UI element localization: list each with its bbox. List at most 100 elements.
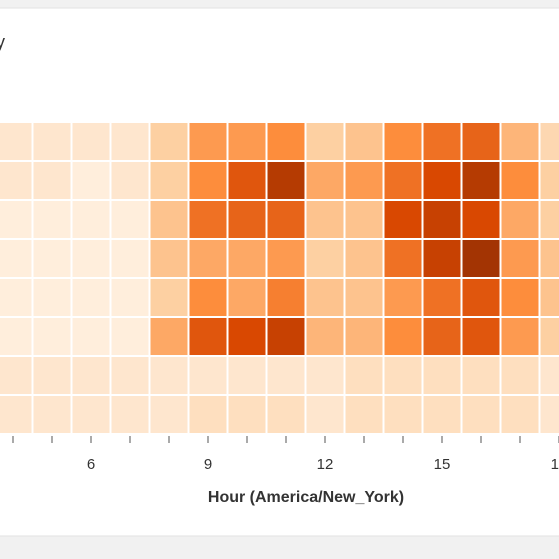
heat-cell [226, 355, 268, 396]
heat-cell [148, 316, 190, 357]
heat-cell [31, 121, 73, 162]
x-tick-label: 9 [204, 456, 212, 473]
heat-cell [421, 394, 463, 435]
heat-cell [187, 316, 229, 357]
heat-cell [304, 316, 346, 357]
heat-cell [0, 316, 34, 357]
heat-cell [0, 277, 34, 318]
heat-cell [0, 355, 34, 396]
x-axis-label: Hour (America/New_York) [208, 489, 404, 506]
heat-cell [109, 394, 151, 435]
heat-cell [421, 199, 463, 240]
heat-cell [304, 160, 346, 201]
heat-cell [187, 160, 229, 201]
heat-cell [226, 160, 268, 201]
heat-cell [538, 199, 559, 240]
heat-cell [382, 355, 424, 396]
heat-cell [70, 316, 112, 357]
heat-cell [0, 394, 34, 435]
x-tick-label: 15 [434, 456, 451, 473]
heat-cell [70, 238, 112, 279]
heat-cell [460, 199, 502, 240]
heat-cell [499, 316, 541, 357]
heat-cell [382, 238, 424, 279]
heat-cell [304, 277, 346, 318]
heat-cell [31, 316, 73, 357]
heat-cell [70, 355, 112, 396]
heat-cell [187, 355, 229, 396]
heat-cell [304, 355, 346, 396]
heat-cell [421, 160, 463, 201]
x-tick-label: 12 [317, 456, 334, 473]
heat-cell [343, 238, 385, 279]
heat-cell [265, 160, 307, 201]
heat-cell [382, 160, 424, 201]
heat-cell [382, 277, 424, 318]
heat-cell [343, 394, 385, 435]
heat-cell [499, 277, 541, 318]
heat-cell [31, 394, 73, 435]
heat-cell [304, 238, 346, 279]
heat-cell [226, 316, 268, 357]
heat-cell [265, 238, 307, 279]
heat-cell [0, 160, 34, 201]
heat-cell [499, 394, 541, 435]
heat-cell [187, 394, 229, 435]
heat-cell [499, 160, 541, 201]
heat-cell [31, 355, 73, 396]
heat-cell [265, 277, 307, 318]
heat-cell [187, 121, 229, 162]
x-tick-label: 6 [87, 456, 95, 473]
heat-cell [421, 277, 463, 318]
heat-cell [226, 121, 268, 162]
heat-cell [148, 394, 190, 435]
heat-cell [70, 121, 112, 162]
heat-cell [0, 121, 34, 162]
heat-cell [148, 199, 190, 240]
heat-cell [226, 277, 268, 318]
heat-cell [0, 199, 34, 240]
heat-cell [31, 277, 73, 318]
heat-cell [109, 160, 151, 201]
heat-cell [421, 238, 463, 279]
heat-cell [460, 394, 502, 435]
heat-cell [382, 199, 424, 240]
heat-cell [460, 277, 502, 318]
heat-cell [226, 238, 268, 279]
heat-cell [265, 316, 307, 357]
heat-cell [31, 160, 73, 201]
heat-cell [421, 355, 463, 396]
heat-cell [382, 394, 424, 435]
heat-cell [70, 277, 112, 318]
heat-cell [304, 199, 346, 240]
heat-cell [460, 121, 502, 162]
heat-cell [538, 277, 559, 318]
heat-cell [538, 355, 559, 396]
heat-cell [31, 199, 73, 240]
heat-cell [343, 277, 385, 318]
heat-cell [31, 238, 73, 279]
heat-cell [148, 121, 190, 162]
heat-cell [70, 160, 112, 201]
heat-cell [187, 199, 229, 240]
heat-cell [109, 238, 151, 279]
heat-cell [265, 394, 307, 435]
heat-cell [499, 238, 541, 279]
heat-cell [226, 199, 268, 240]
heat-cell [109, 277, 151, 318]
heat-cell [70, 394, 112, 435]
heat-cell [460, 160, 502, 201]
heat-cell [343, 199, 385, 240]
heat-cell [538, 160, 559, 201]
heat-cell [538, 238, 559, 279]
heat-cell [109, 316, 151, 357]
heat-cell [460, 316, 502, 357]
heat-cell [421, 316, 463, 357]
heat-cell [421, 121, 463, 162]
heat-cell [538, 394, 559, 435]
heat-cell [265, 199, 307, 240]
heat-cell [148, 277, 190, 318]
heat-cell [265, 121, 307, 162]
x-tick-label: 18 [551, 456, 559, 473]
